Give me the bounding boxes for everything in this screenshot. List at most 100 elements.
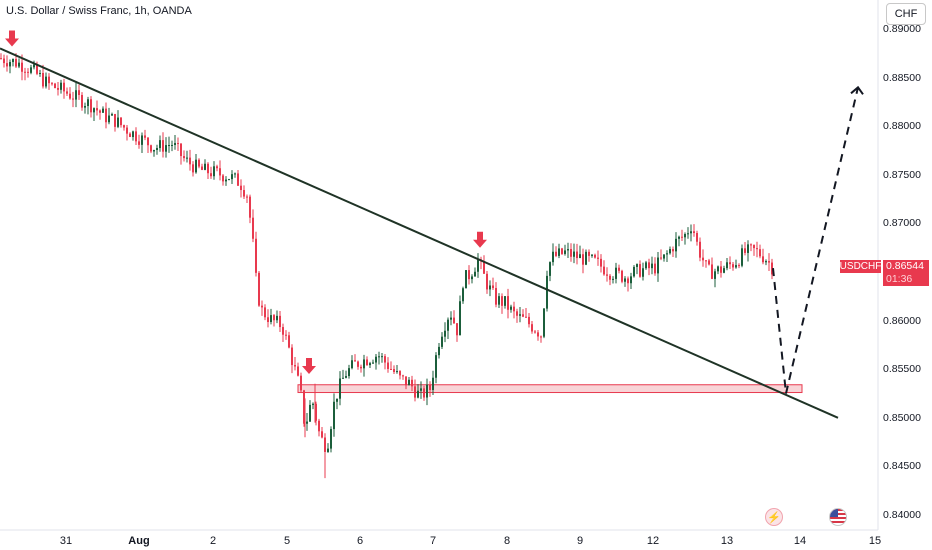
candle-body <box>243 190 245 197</box>
time-tick-label: 13 <box>720 535 734 547</box>
candle-body <box>216 166 218 169</box>
candle-body <box>447 319 449 331</box>
candle-body <box>681 236 683 238</box>
candle-body <box>123 125 125 128</box>
candle-body <box>81 95 83 108</box>
candle-body <box>195 159 197 173</box>
time-tick-label: Aug <box>128 535 150 547</box>
candle-body <box>411 379 413 387</box>
candle-body <box>60 82 62 90</box>
candle-body <box>33 64 35 68</box>
candle-body <box>546 275 548 309</box>
candle-body <box>240 185 242 191</box>
candle-body <box>615 267 617 279</box>
candle-body <box>687 233 689 235</box>
candle-body <box>393 369 395 372</box>
price-tick-label: 0.88500 <box>883 71 921 84</box>
candle-body <box>582 254 584 265</box>
candle-body <box>657 257 659 274</box>
candle-body <box>690 231 692 234</box>
time-tick-label: 5 <box>283 535 291 547</box>
candle-body <box>339 378 341 399</box>
candle-body <box>675 238 677 252</box>
candle-body <box>504 296 506 306</box>
candle-body <box>456 323 458 336</box>
candle-body <box>498 296 500 305</box>
candle-body <box>714 271 716 279</box>
candle-body <box>390 368 392 370</box>
support-zone-rect[interactable] <box>297 384 803 394</box>
down-arrow-marker[interactable] <box>473 231 487 248</box>
candle-body <box>729 262 731 265</box>
candle-body <box>300 375 302 391</box>
candle-body <box>465 270 467 289</box>
symbol-label: USDCHF <box>839 260 882 273</box>
price-tick-label: 0.88000 <box>883 120 921 133</box>
candle-body <box>507 296 509 310</box>
candle-body <box>612 278 614 280</box>
candle-body <box>351 360 353 369</box>
candle-body <box>285 334 287 336</box>
trendline[interactable] <box>0 47 839 419</box>
candle-body <box>120 117 122 126</box>
candle-body <box>405 376 407 386</box>
candle-body <box>618 267 620 271</box>
candle-body <box>330 429 332 449</box>
candle-body <box>621 270 623 282</box>
projection-path[interactable] <box>772 85 864 394</box>
candle-body <box>417 390 419 398</box>
candle-body <box>489 285 491 290</box>
candle-body <box>303 390 305 424</box>
candle-body <box>522 314 524 317</box>
currency-button[interactable]: CHF <box>886 3 926 25</box>
candle-body <box>372 362 374 364</box>
candle-body <box>549 262 551 276</box>
candle-body <box>765 261 767 263</box>
candle-body <box>654 263 656 274</box>
candle-body <box>183 156 185 159</box>
trendline-segment[interactable] <box>0 47 839 419</box>
candle-body <box>555 251 557 256</box>
candle-body <box>759 249 761 257</box>
candle-body <box>531 324 533 332</box>
candle-body <box>189 157 191 165</box>
candle-body <box>579 254 581 259</box>
candle-body <box>516 311 518 316</box>
candles <box>0 53 773 479</box>
candle-body <box>219 168 221 176</box>
candle-body <box>630 276 632 284</box>
candle-body <box>69 93 71 99</box>
candle-body <box>624 278 626 282</box>
candle-body <box>468 270 470 280</box>
candle-body <box>3 58 5 64</box>
price-tick-label: 0.85000 <box>883 411 921 424</box>
current-price: 0.86544 <box>886 260 924 272</box>
candle-body <box>666 253 668 255</box>
candle-body <box>387 362 389 369</box>
candle-body <box>477 259 479 272</box>
candle-body <box>93 108 95 113</box>
candle-body <box>75 90 77 100</box>
candle-body <box>132 131 134 138</box>
candle-body <box>573 251 575 257</box>
down-arrow-marker[interactable] <box>5 30 19 47</box>
time-tick-label: 7 <box>429 535 437 547</box>
candle-body <box>696 232 698 242</box>
candle-body <box>0 58 2 60</box>
economic-event-icon[interactable]: ⚡ <box>765 508 783 526</box>
candle-body <box>36 64 38 74</box>
candle-body <box>192 164 194 173</box>
candle-body <box>318 420 320 432</box>
candle-body <box>561 248 563 254</box>
projection-arrowhead <box>850 85 864 95</box>
candle-body <box>423 388 425 398</box>
candle-body <box>513 306 515 312</box>
candle-body <box>246 196 248 198</box>
candle-body <box>321 431 323 438</box>
candle-body <box>204 163 206 170</box>
us-flag-event-icon[interactable] <box>829 508 847 526</box>
candle-body <box>450 317 452 320</box>
down-arrow-marker[interactable] <box>302 358 316 375</box>
projection-line[interactable] <box>772 87 859 394</box>
